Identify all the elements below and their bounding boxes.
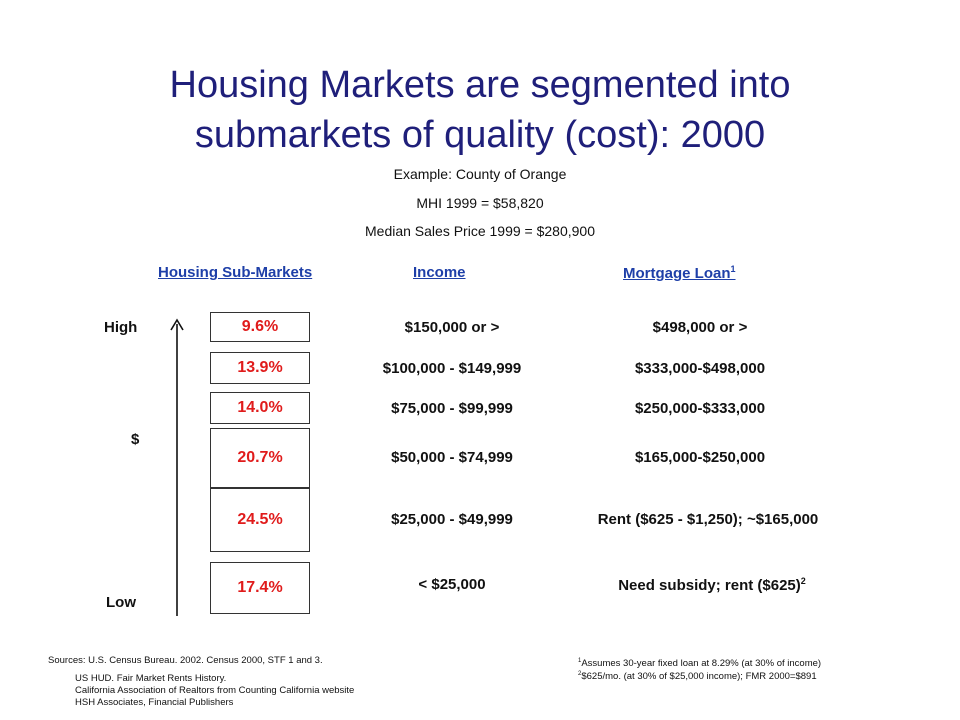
title-line-2: submarkets of quality (cost): 2000 — [194, 114, 766, 156]
loan-row-6-footnote-mark: 2 — [800, 576, 806, 586]
axis-low-label: Low — [106, 594, 136, 611]
income-row-3: $75,000 - $99,999 — [391, 400, 513, 417]
sources-line-2: US HUD. Fair Market Rents History. — [75, 673, 227, 684]
header-mortgage-footnote-mark: 1 — [730, 264, 736, 274]
loan-row-3: $250,000-$333,000 — [634, 400, 766, 417]
cost-axis-arrow-icon — [170, 318, 184, 616]
sources-line-1: Sources: U.S. Census Bureau. 2002. Censu… — [48, 655, 323, 666]
title-line-1: Housing Markets are segmented into — [169, 64, 791, 106]
footnote-2-text: $625/mo. (at 30% of $25,000 income); FMR… — [581, 671, 817, 683]
footnote-1: 1Assumes 30-year fixed loan at 8.29% (at… — [578, 655, 821, 670]
header-mortgage: Mortgage Loan1 — [623, 264, 736, 282]
income-row-2: $100,000 - $149,999 — [382, 360, 522, 377]
footnote-1-mark: 1 — [578, 658, 582, 664]
axis-high-label: High — [104, 319, 138, 336]
income-row-4: $50,000 - $74,999 — [391, 449, 513, 466]
header-mortgage-label: Mortgage Loan — [623, 265, 731, 282]
loan-row-4: $165,000-$250,000 — [634, 449, 766, 466]
sources-line-3: California Association of Realtors from … — [75, 685, 355, 696]
loan-row-6: Need subsidy; rent ($625)2 — [618, 576, 806, 594]
sources-line-4: HSH Associates, Financial Publishers — [75, 697, 234, 708]
footnote-2-mark: 2 — [578, 671, 582, 677]
submarket-share-5: 24.5% — [210, 488, 310, 552]
loan-row-5: Rent ($625 - $1,250); ~$165,000 — [597, 511, 819, 528]
submarket-share-3: 14.0% — [210, 392, 310, 424]
submarket-stack: 9.6% 13.9% 14.0% 20.7% 24.5% 17.4% — [210, 312, 312, 614]
example-line: Example: County of Orange — [393, 166, 567, 182]
submarket-share-2: 13.9% — [210, 352, 310, 384]
mhi-line: MHI 1999 = $58,820 — [416, 195, 544, 211]
income-row-1: $150,000 or > — [404, 319, 500, 336]
header-submarkets: Housing Sub-Markets — [158, 264, 313, 281]
loan-row-6-text: Need subsidy; rent ($625) — [618, 577, 801, 594]
submarket-share-4: 20.7% — [210, 428, 310, 488]
header-income: Income — [413, 264, 466, 281]
page-title: Housing Markets are segmented into subma… — [0, 60, 960, 160]
footnote-1-text: Assumes 30-year fixed loan at 8.29% (at … — [581, 658, 822, 670]
submarket-share-6: 17.4% — [210, 562, 310, 614]
income-row-5: $25,000 - $49,999 — [391, 511, 513, 528]
income-row-6: < $25,000 — [418, 576, 486, 593]
loan-row-2: $333,000-$498,000 — [634, 360, 766, 377]
axis-dollar-label: $ — [131, 431, 140, 448]
submarket-share-1: 9.6% — [210, 312, 310, 342]
footnote-2: 2$625/mo. (at 30% of $25,000 income); FM… — [578, 668, 817, 683]
median-price-line: Median Sales Price 1999 = $280,900 — [365, 223, 595, 239]
loan-row-1: $498,000 or > — [652, 319, 748, 336]
